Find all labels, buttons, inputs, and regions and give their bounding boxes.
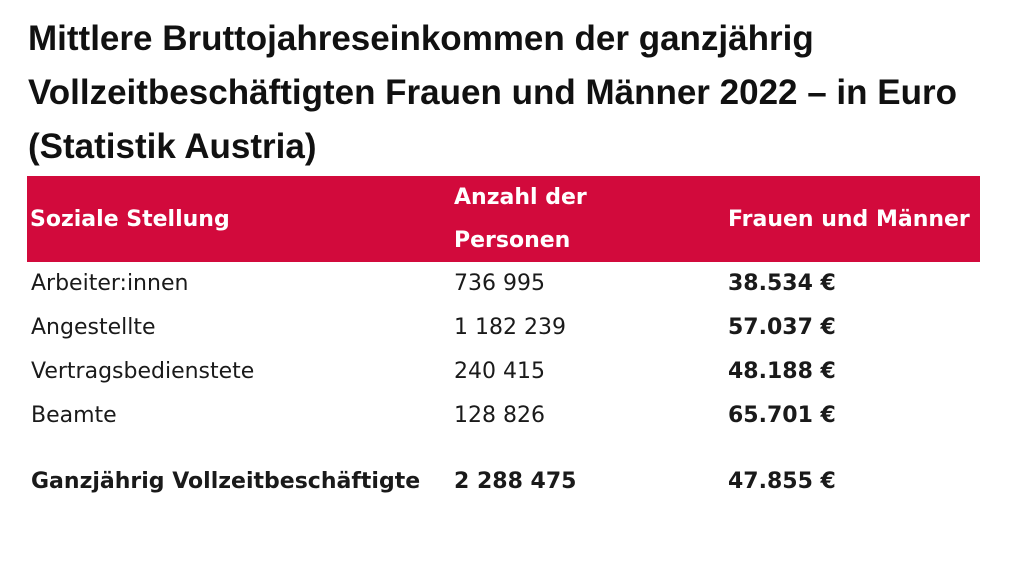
- header-soziale-stellung: Soziale Stellung: [30, 206, 230, 232]
- cell-einkommen: 57.037 €: [728, 315, 836, 340]
- page-title: Mittlere Bruttojahreseinkommen der ganzj…: [28, 19, 957, 166]
- table-header: Soziale Stellung Anzahl der Personen Fra…: [27, 176, 980, 262]
- cell-soziale-stellung: Ganzjährig Vollzeitbeschäftigte: [31, 469, 421, 494]
- table-row-total: Ganzjährig Vollzeitbeschäftigte 2 288 47…: [27, 438, 980, 526]
- cell-anzahl-personen: 2 288 475: [454, 469, 577, 494]
- cell-anzahl-personen: 1 182 239: [454, 315, 566, 340]
- cell-einkommen: 38.534 €: [728, 271, 836, 296]
- table-body: Arbeiter:innen 736 995 38.534 € Angestel…: [27, 262, 980, 526]
- table-row: Angestellte 1 182 239 57.037 €: [27, 306, 980, 350]
- table-row: Arbeiter:innen 736 995 38.534 €: [27, 262, 980, 306]
- cell-soziale-stellung: Vertragsbedienstete: [31, 359, 255, 384]
- cell-soziale-stellung: Arbeiter:innen: [31, 271, 189, 296]
- cell-einkommen: 47.855 €: [728, 469, 836, 494]
- table-row: Vertragsbedienstete 240 415 48.188 €: [27, 350, 980, 394]
- income-table: Soziale Stellung Anzahl der Personen Fra…: [27, 176, 980, 526]
- cell-anzahl-personen: 128 826: [454, 403, 545, 428]
- header-frauen-und-maenner: Frauen und Männer: [728, 206, 970, 232]
- cell-soziale-stellung: Beamte: [31, 403, 117, 428]
- cell-einkommen: 65.701 €: [728, 403, 836, 428]
- header-anzahl-personen: Anzahl der Personen: [454, 185, 587, 253]
- cell-anzahl-personen: 736 995: [454, 271, 545, 296]
- cell-einkommen: 48.188 €: [728, 359, 836, 384]
- cell-anzahl-personen: 240 415: [454, 359, 545, 384]
- table-row: Beamte 128 826 65.701 €: [27, 394, 980, 438]
- table-header-row: Soziale Stellung Anzahl der Personen Fra…: [27, 176, 980, 262]
- cell-soziale-stellung: Angestellte: [31, 315, 156, 340]
